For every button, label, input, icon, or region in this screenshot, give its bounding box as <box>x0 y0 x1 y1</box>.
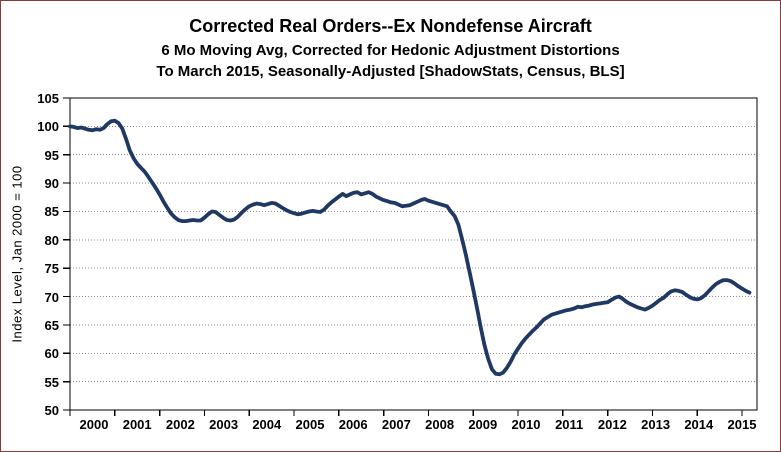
x-tick-label: 2012 <box>597 417 627 432</box>
y-tick-label: 80 <box>44 232 59 248</box>
chart-subtitle-1: 6 Mo Moving Avg, Corrected for Hedonic A… <box>161 42 620 59</box>
y-tick-label: 75 <box>44 261 59 277</box>
y-tick-label: 70 <box>44 289 59 305</box>
x-tick-label: 2000 <box>79 417 109 432</box>
x-tick-label: 2004 <box>252 417 282 432</box>
y-tick-label: 95 <box>44 147 59 163</box>
x-tick-label: 2015 <box>727 417 757 432</box>
x-tick-label: 2010 <box>511 417 541 432</box>
x-tick-label: 2011 <box>555 417 584 432</box>
y-tick-label: 50 <box>44 403 59 418</box>
x-tick-label: 2014 <box>684 417 714 432</box>
chart-subtitle-2: To March 2015, Seasonally-Adjusted [Shad… <box>156 63 625 80</box>
x-tick-label: 2013 <box>641 417 671 432</box>
y-tick-label: 90 <box>44 176 59 192</box>
y-tick-label: 65 <box>44 317 59 333</box>
y-tick-label: 100 <box>37 119 59 135</box>
x-tick-label: 2008 <box>425 417 455 432</box>
x-tick-label: 2007 <box>381 417 411 432</box>
y-tick-label: 55 <box>44 374 59 390</box>
data-line <box>68 118 752 377</box>
y-tick-label: 60 <box>44 346 59 362</box>
y-tick-label: 85 <box>44 204 59 220</box>
x-tick-label: 2002 <box>165 417 195 432</box>
chart-title: Corrected Real Orders--Ex Nondefense Air… <box>189 16 592 36</box>
x-tick-label: 2003 <box>209 417 239 432</box>
x-tick-label: 2006 <box>338 417 368 432</box>
x-tick-label: 2005 <box>295 417 325 432</box>
y-tick-label: 105 <box>37 91 59 106</box>
chart-title-block: Corrected Real Orders--Ex Nondefense Air… <box>1 16 780 82</box>
x-tick-label: 2009 <box>468 417 498 432</box>
x-tick-label: 2001 <box>122 417 152 432</box>
